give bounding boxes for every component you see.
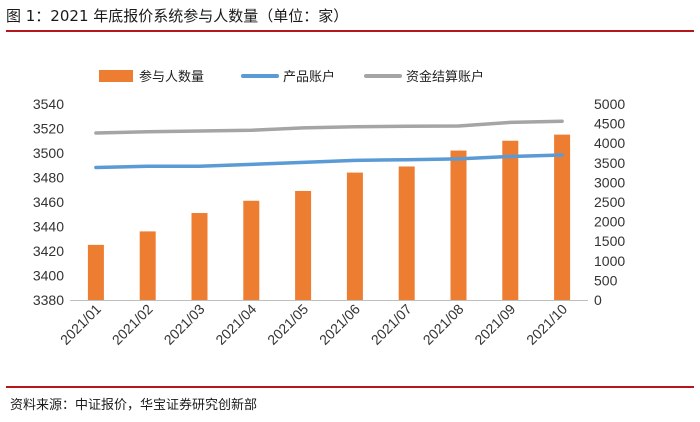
x-axis-tick-label: 2021/05 [264, 301, 311, 348]
source-note: 资料来源：中证报价，华宝证券研究创新部 [10, 398, 258, 413]
x-axis-tick-label: 2021/01 [57, 301, 104, 348]
bottom-divider [6, 386, 694, 388]
right-axis: 0 500 1000 1500 2000 2500 3000 3500 4000 4500 5000 [594, 96, 625, 308]
top-divider [6, 30, 694, 32]
bar [243, 200, 260, 300]
left-axis-tick-label: 3480 [33, 170, 64, 186]
left-axis-tick-label: 3400 [33, 268, 64, 284]
left-axis-tick-label: 3500 [33, 145, 64, 161]
bar [295, 190, 312, 300]
x-axis-tick-label: 2021/07 [368, 301, 415, 348]
legend: 参与人数量 产品账户 资金结算账户 [99, 69, 484, 85]
legend-label: 参与人数量 [139, 69, 204, 85]
legend-swatch-bar [99, 70, 133, 82]
right-axis-tick-label: 1500 [594, 233, 625, 249]
bar [554, 134, 571, 300]
x-axis-tick-label: 2021/06 [316, 301, 363, 348]
left-axis-tick-label: 3460 [33, 194, 64, 210]
legend-label: 产品账户 [283, 69, 335, 85]
x-axis-tick-label: 2021/08 [420, 301, 467, 348]
bar [502, 140, 519, 300]
left-axis-tick-label: 3520 [33, 121, 64, 137]
bar [139, 231, 156, 300]
right-axis-tick-label: 2000 [594, 214, 625, 230]
bar [450, 150, 467, 300]
x-axis-tick-label: 2021/02 [109, 301, 156, 348]
left-axis-tick-label: 3380 [33, 292, 64, 308]
line-product-accounts [94, 153, 564, 170]
right-axis-tick-label: 5000 [594, 96, 625, 112]
x-axis-tick-label: 2021/04 [212, 301, 259, 348]
bar [87, 244, 104, 300]
right-axis-tick-label: 500 [594, 272, 618, 288]
left-axis: 3380 3400 3420 3440 3460 3480 3500 3520 3540 [33, 96, 64, 308]
right-axis-tick-label: 2500 [594, 194, 625, 210]
legend-label: 资金结算账户 [406, 69, 484, 85]
left-axis-tick-label: 3440 [33, 219, 64, 235]
bar [398, 166, 415, 300]
line-series [94, 119, 564, 170]
x-axis-tick-label: 2021/10 [523, 301, 570, 348]
right-axis-tick-label: 4000 [594, 135, 625, 151]
right-axis-tick-label: 3000 [594, 174, 625, 190]
bar-series [87, 134, 571, 300]
left-axis-tick-label: 3420 [33, 243, 64, 259]
right-axis-tick-label: 0 [594, 292, 602, 308]
right-axis-tick-label: 4500 [594, 116, 625, 132]
left-axis-tick-label: 3540 [33, 96, 64, 112]
figure-title: 图 1：2021 年底报价系统参与人数量（单位：家） [6, 7, 349, 25]
x-axis-tick-label: 2021/09 [471, 301, 518, 348]
bar [191, 213, 208, 300]
x-axis-tick-label: 2021/03 [161, 301, 208, 348]
right-axis-tick-label: 1000 [594, 253, 625, 269]
line-settlement-accounts [94, 119, 564, 135]
bar [346, 172, 363, 300]
x-axis: 2021/01 2021/02 2021/03 2021/04 2021/05 2021/… [57, 300, 588, 348]
right-axis-tick-label: 3500 [594, 155, 625, 171]
